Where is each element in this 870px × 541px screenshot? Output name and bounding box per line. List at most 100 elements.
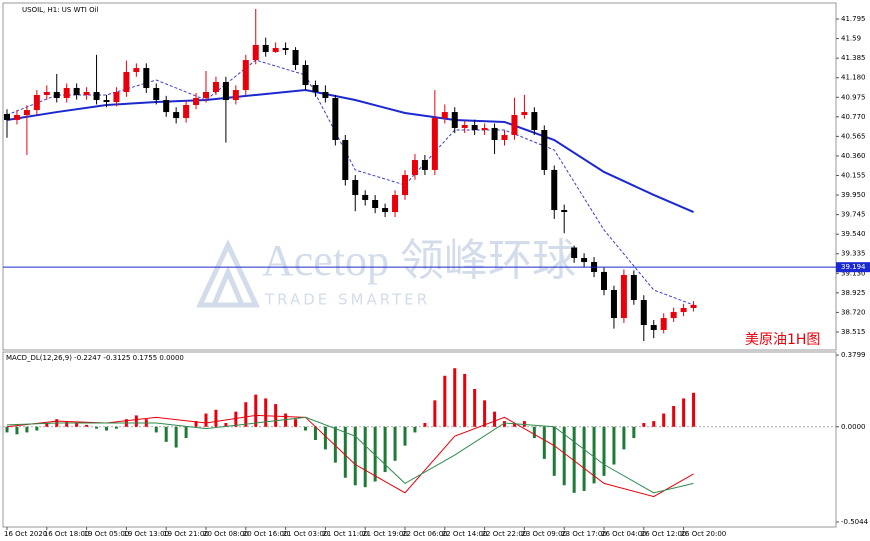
x-tick-label: 23 Oct 09:00 [521,530,567,538]
watermark-logo [196,239,260,308]
histogram-bar [254,394,258,427]
candle-body [481,127,488,130]
candle-body [531,112,538,130]
y-tick-label: 39.335 [841,250,866,258]
histogram-bar [85,424,89,427]
candle-body [392,194,399,213]
candle-body [163,100,170,113]
histogram-bar [363,426,367,488]
candle-body [332,98,339,141]
candle-body [93,92,100,101]
histogram-bar [373,426,377,482]
candle-body [53,92,60,99]
candle-body [13,115,20,120]
candle-body [561,210,568,213]
annotation: 美原油1H图 [745,332,820,348]
x-tick-label: 16 Oct 18:00 [44,530,90,538]
candle-body [173,112,180,119]
candle-body [212,81,219,93]
candle-body [232,90,239,101]
candle-body [660,318,667,330]
macd-title: MACD_DL(12,26,9) -0.2247 -0.3125 0.1755 … [6,354,184,362]
histogram-bar [512,422,516,427]
histogram-bar [294,419,298,427]
candle-body [282,48,289,51]
candle-body [451,112,458,128]
y-tick-label: 39.745 [841,211,866,219]
candle-body [471,125,478,130]
histogram-bar [483,400,487,427]
y-tick-label: 0.0000 [841,423,866,431]
histogram-bar [343,426,347,478]
candle-body [650,325,657,330]
histogram-bar [45,422,49,427]
histogram-bar [284,413,288,427]
histogram-bar [602,426,606,476]
candle-body [242,60,249,91]
candle-body [63,88,70,99]
candle-body [83,92,90,95]
histogram-bar [244,402,248,427]
y-tick-label: 39.130 [841,269,866,277]
y-tick-label: 39.540 [841,230,866,238]
candle-body [421,160,428,170]
candle-body [312,85,319,93]
candle-body [322,92,329,99]
histogram-bar [582,426,586,491]
main-pane [2,2,837,351]
candle-body [382,208,389,213]
x-tick-label: 21 Oct 03:00 [283,530,329,538]
candle-body [402,175,408,195]
candle-body [690,304,697,309]
candle-body [4,113,10,120]
histogram-bar [642,422,646,427]
y-tick-label: 40.565 [841,132,866,140]
candle-body [362,194,369,201]
candle-body [33,94,40,111]
histogram-bar [383,426,387,473]
candle-body [372,200,379,209]
histogram-bar [214,409,218,427]
histogram-bar [662,413,666,427]
line [6,59,694,306]
histogram-bar [682,398,686,427]
histogram-bar [274,404,278,427]
histogram-bar [652,421,656,427]
x-tick-label: 22 Oct 14:00 [442,530,488,538]
candle-body [640,300,647,326]
histogram-bar [184,426,188,439]
histogram-bar [224,422,228,427]
histogram-bar [493,411,497,427]
candle-body [521,112,528,116]
y-tick-label: 41.59 [841,35,861,43]
histogram-bar [204,413,208,427]
histogram-bar [35,426,39,431]
x-tick-label: 22 Oct 06:00 [402,530,448,538]
candle-body [262,44,269,53]
histogram-bar [323,426,327,450]
histogram-bar [433,400,437,427]
x-tick-label: 26 Oct 12:00 [641,530,687,538]
histogram-bar [403,426,407,446]
x-tick-label: 23 Oct 17:00 [561,530,607,538]
chart-title: USOIL, H1: US WTI Oil [22,6,99,14]
histogram-bar [632,426,636,439]
x-tick-label: 21 Oct 11:00 [322,530,368,538]
histogram-bar [134,415,138,427]
histogram-bar [114,426,118,429]
candle-body [103,100,110,103]
candle-body [630,275,637,301]
histogram-bar [572,426,576,493]
line [6,89,694,213]
histogram-bar [453,368,457,427]
candle-body [601,271,607,290]
candle-body [292,50,299,66]
candle-body [123,71,130,93]
x-tick-label: 20 Oct 08:00 [203,530,249,538]
x-tick-label: 20 Oct 16:00 [243,530,289,538]
histogram-bar [393,426,397,461]
line [6,414,694,498]
y-tick-label: 41.795 [841,15,866,23]
